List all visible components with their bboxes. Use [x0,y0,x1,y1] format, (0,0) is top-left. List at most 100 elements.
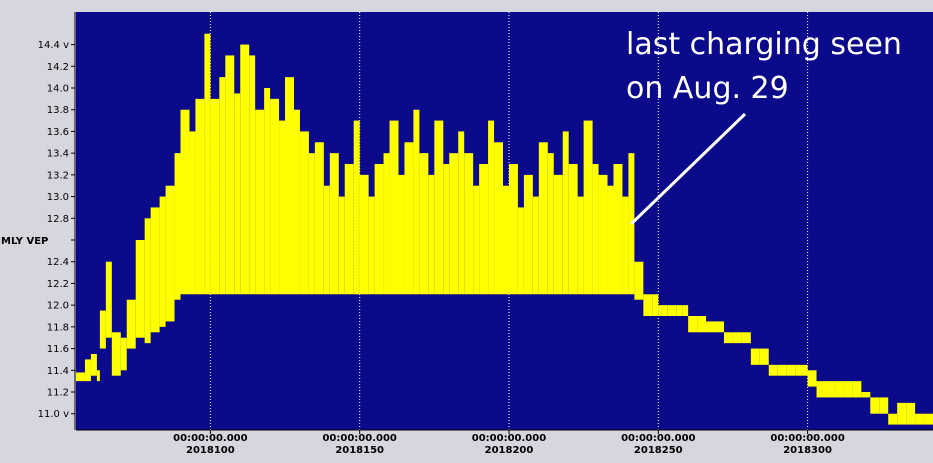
data-bar [210,98,220,295]
data-bar [359,174,369,295]
data-bar [219,77,226,295]
data-bar [150,207,160,333]
data-bar [96,370,100,382]
x-tick-time: 00:00:00.000 [621,433,695,444]
data-bar [299,131,309,295]
data-bar [329,153,339,295]
y-tick-label: 11.6 [47,344,69,355]
data-bar [159,196,166,327]
data-bar [768,364,778,376]
data-bar [279,120,286,295]
x-tick-time: 00:00:00.000 [322,433,396,444]
data-bar [924,413,933,425]
data-bar [861,392,871,398]
data-bar [479,164,489,295]
x-tick-day: 2018100 [186,445,235,456]
data-bar [419,153,429,295]
data-bar [517,207,524,295]
data-bar [323,185,330,295]
annotation-line-1: last charging seen [626,27,902,62]
data-bar [308,153,315,295]
data-bar [383,153,390,295]
data-bar [676,305,683,316]
y-axis: 11.0 v 11.2 11.4 11.6 11.8 12.0 12.2 12.4 12.8 13… [38,12,76,430]
data-bar [398,174,405,295]
data-bar [458,131,465,295]
data-bar [562,131,569,295]
data-bar [111,332,121,376]
data-bar [99,310,106,349]
data-bar [165,185,175,322]
y-tick-label: 14.0 [47,84,69,95]
x-tick-day: 2018300 [783,445,832,456]
x-axis: 00:00:00.000201810000:00:00.000201815000… [76,429,933,456]
data-bar [795,364,808,376]
data-bar [449,153,459,295]
data-bar [84,359,91,382]
data-bar [174,153,181,300]
data-bar [852,381,862,398]
data-bar [568,164,578,295]
data-bar [723,332,733,344]
data-bar [879,397,889,414]
y-tick-label: 13.8 [47,105,69,116]
data-bar [682,305,689,316]
x-tick-day: 2018200 [485,445,534,456]
data-bar [667,305,677,316]
data-bar [90,354,97,376]
y-tick-label: 12.0 [47,301,69,312]
data-bar [144,218,151,344]
data-bar [126,299,136,349]
data-bar [816,381,826,398]
data-bar [404,142,414,295]
data-bar [634,261,644,300]
data-bar [314,142,324,295]
data-bar [255,109,265,295]
data-bar [204,33,211,295]
data-bar [189,131,196,295]
y-tick-label: 13.0 [47,192,69,203]
y-tick-label: 11.4 [47,366,69,377]
data-bar [706,321,716,333]
data-bar [234,93,241,295]
data-bar [652,294,659,316]
data-bar [786,364,796,376]
y-tick-label: 14.2 [47,62,69,73]
data-bar [843,381,853,398]
y-tick-label: 11.0 v [38,409,69,420]
data-bar [807,370,817,387]
data-bar [344,164,354,295]
data-bar [135,240,145,338]
data-bar [553,174,563,295]
data-bar [897,402,907,425]
data-bar [577,196,584,295]
data-bar [464,153,474,295]
data-bar [105,261,112,338]
data-bar [888,413,898,425]
data-bar [503,185,509,295]
data-bar [906,402,916,425]
data-bar [532,196,539,295]
data-bar [473,185,480,295]
data-bar [732,332,742,344]
data-bar [741,332,751,344]
data-bar [915,413,925,425]
data-bar [225,55,235,295]
y-tick-label: 12.4 [47,257,69,268]
data-bar [374,164,384,295]
data-bar [598,174,608,295]
data-bar [270,98,280,295]
data-bar [443,164,450,295]
data-bar [583,120,593,295]
data-series [76,33,933,425]
data-bar [494,142,504,295]
y-axis-label: MLY VEP [1,236,48,247]
y-tick-label: 12.8 [47,214,69,225]
data-bar [508,164,518,295]
x-tick-day: 2018150 [335,445,384,456]
y-tick-label: 14.4 v [38,40,69,51]
x-tick-time: 00:00:00.000 [770,433,844,444]
data-bar [338,196,345,295]
